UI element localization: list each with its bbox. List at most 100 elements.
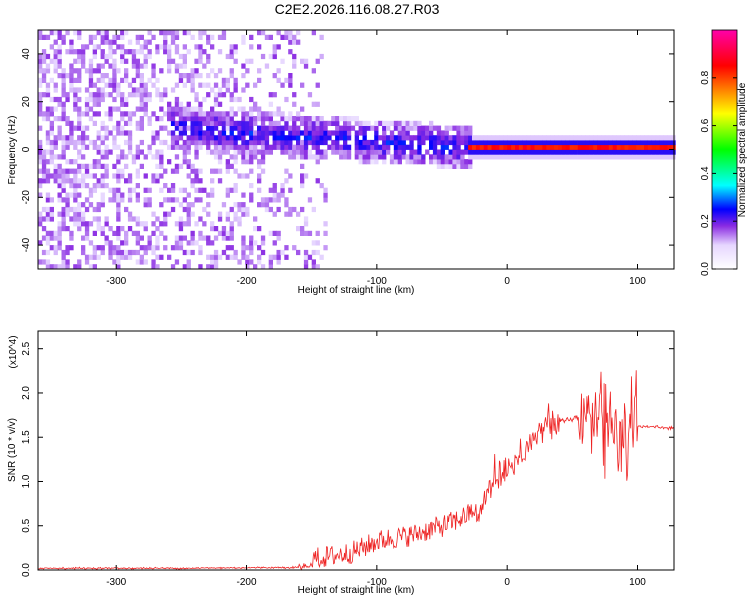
spectrogram-cell bbox=[343, 130, 348, 136]
spectrogram-cell bbox=[186, 211, 191, 217]
spectrogram-cell bbox=[640, 149, 645, 155]
spectrogram-cell bbox=[159, 125, 164, 131]
spectrogram-cell bbox=[585, 144, 590, 150]
spectrogram-cell bbox=[190, 235, 195, 241]
spectrogram-cell bbox=[303, 254, 309, 260]
spectrogram-cell bbox=[49, 206, 54, 213]
spectrogram-cell bbox=[217, 139, 223, 146]
spectrogram-cell bbox=[225, 168, 230, 174]
colorbar-tick-label: 0.6 bbox=[700, 118, 711, 132]
spectrogram-cell bbox=[100, 135, 105, 141]
spectrogram-cell bbox=[303, 221, 309, 227]
spectrogram-cell bbox=[515, 144, 520, 150]
spectrogram-cell bbox=[311, 144, 316, 150]
spectrogram-cell bbox=[479, 135, 485, 141]
spectrogram-cell bbox=[272, 53, 277, 60]
spectrogram-cell bbox=[253, 130, 258, 136]
spectrogram-cell bbox=[186, 216, 191, 222]
spectrogram-cell bbox=[659, 139, 664, 146]
spectrogram-cell bbox=[143, 259, 148, 265]
spectrogram-cell bbox=[233, 168, 238, 174]
spectrogram-cell bbox=[647, 139, 653, 146]
spectrogram-cell bbox=[84, 173, 90, 179]
spectrogram-cell bbox=[77, 183, 82, 189]
spectrogram-cell bbox=[257, 68, 262, 74]
spectrogram-cell bbox=[135, 230, 140, 236]
spectrogram-cell bbox=[182, 44, 187, 50]
spectrogram-cell bbox=[292, 58, 297, 64]
spectrogram-cell bbox=[159, 116, 164, 122]
spectrogram-cell bbox=[280, 192, 285, 198]
spectrogram-cell bbox=[319, 183, 324, 189]
spectrogram-cell bbox=[300, 149, 305, 155]
spectrogram-cell bbox=[135, 120, 140, 126]
spectrogram-cell bbox=[143, 226, 148, 232]
spectrogram-cell bbox=[104, 92, 109, 98]
spectrogram-cell bbox=[41, 68, 47, 74]
spectrogram-cell bbox=[143, 87, 148, 93]
spectrogram-cell bbox=[57, 130, 62, 136]
spectrogram-cell bbox=[53, 173, 58, 179]
spectrogram-cell bbox=[659, 144, 664, 150]
spectrogram-cell bbox=[393, 144, 399, 150]
spectrogram-cell bbox=[112, 197, 117, 203]
spectrogram-cell bbox=[260, 139, 266, 146]
spectrogram-cell bbox=[366, 154, 371, 160]
spectrogram-cell bbox=[366, 144, 371, 150]
spectrogram-cell bbox=[429, 125, 434, 131]
spectrogram-cell bbox=[210, 106, 215, 112]
spectrogram-cell bbox=[57, 264, 62, 270]
spectrogram-cell bbox=[561, 154, 567, 160]
spectrogram-cell bbox=[213, 254, 219, 260]
spectrogram-cell bbox=[292, 144, 297, 150]
spectrogram-cell bbox=[436, 135, 442, 141]
spectrogram-cell bbox=[229, 163, 234, 169]
spectrogram-cell bbox=[84, 163, 90, 169]
spectrogram-cell bbox=[53, 30, 58, 36]
spectrogram-cell bbox=[151, 34, 156, 40]
spectrogram-cell bbox=[487, 149, 492, 155]
spectrogram-cell bbox=[374, 149, 379, 155]
spectrogram-cell bbox=[233, 125, 238, 131]
spectrogram-cell bbox=[65, 92, 70, 98]
spectrogram-cell bbox=[569, 144, 574, 150]
spectrogram-cell bbox=[319, 34, 324, 40]
spectrogram-cell bbox=[272, 49, 277, 55]
spectrogram-cell bbox=[401, 120, 406, 126]
spectrogram-cell bbox=[288, 130, 293, 136]
spectrogram-cell bbox=[425, 149, 430, 155]
spectrogram-cell bbox=[45, 68, 51, 74]
spectrogram-cell bbox=[604, 154, 610, 160]
spectrogram-cell bbox=[92, 206, 97, 213]
spectrogram-cell bbox=[61, 197, 66, 203]
spectrogram-cell bbox=[319, 254, 324, 260]
spectrogram-cell bbox=[45, 34, 51, 40]
spectrogram-cell bbox=[65, 249, 70, 256]
spectrogram-cell bbox=[100, 139, 105, 146]
spectrogram-cell bbox=[49, 154, 54, 160]
spectrogram-cell bbox=[526, 144, 531, 150]
spectrogram-cell bbox=[182, 111, 187, 117]
spectrogram-cell bbox=[163, 197, 168, 203]
spectrogram-cell bbox=[38, 63, 43, 69]
spectrogram-cell bbox=[323, 245, 328, 251]
spectrogram-cell bbox=[659, 149, 664, 155]
spectrogram-cell bbox=[151, 245, 156, 251]
spectrogram-cell bbox=[217, 154, 223, 160]
spectrogram-cell bbox=[174, 30, 180, 36]
spectrogram-cell bbox=[249, 192, 254, 198]
spectrogram-cell bbox=[393, 149, 399, 155]
spectrogram-cell bbox=[182, 206, 187, 213]
spectrogram-cell bbox=[124, 249, 129, 256]
spectrogram-cell bbox=[667, 135, 672, 141]
spectrogram-cell bbox=[73, 178, 78, 184]
spectrogram-cell bbox=[561, 149, 567, 155]
spectrogram-cell bbox=[225, 211, 230, 217]
spectrogram-cell bbox=[257, 163, 262, 169]
spectrogram-cell bbox=[401, 125, 406, 131]
spectrogram-cell bbox=[96, 183, 101, 189]
spectrogram-cell bbox=[276, 125, 281, 131]
spectrogram-cell bbox=[460, 149, 465, 155]
spectrogram-cell bbox=[393, 154, 399, 160]
spectrogram-cell bbox=[88, 39, 94, 45]
